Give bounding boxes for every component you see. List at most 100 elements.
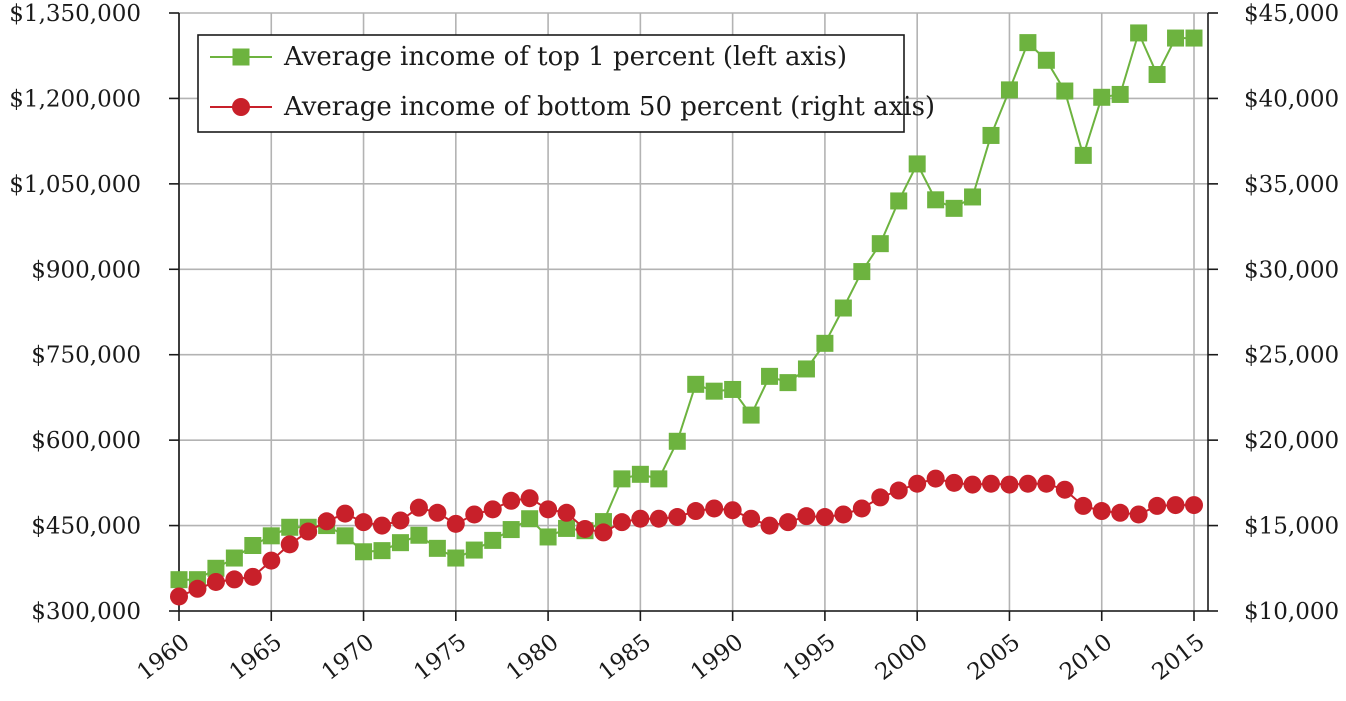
data-point bbox=[761, 367, 779, 385]
data-point bbox=[982, 126, 1000, 144]
data-point bbox=[982, 474, 1000, 493]
data-point bbox=[908, 474, 927, 493]
y-left-tick-label: $450,000 bbox=[31, 514, 141, 540]
data-point bbox=[1148, 496, 1167, 515]
x-tick-label: 2000 bbox=[871, 629, 933, 686]
data-point bbox=[281, 518, 299, 536]
data-point bbox=[576, 519, 594, 538]
legend-item: Average income of top 1 percent (left ax… bbox=[210, 42, 847, 72]
data-point bbox=[558, 519, 576, 537]
data-point bbox=[373, 542, 391, 560]
data-point bbox=[1130, 24, 1148, 42]
data-point bbox=[1055, 480, 1074, 499]
data-point bbox=[465, 541, 483, 559]
data-point bbox=[945, 473, 964, 492]
data-point bbox=[834, 505, 853, 524]
data-point bbox=[705, 499, 724, 518]
data-point bbox=[520, 489, 539, 508]
data-point bbox=[1111, 85, 1129, 103]
legend-marker bbox=[232, 48, 250, 66]
data-point bbox=[280, 535, 299, 554]
data-point bbox=[816, 334, 834, 352]
data-point bbox=[225, 570, 244, 589]
data-point bbox=[612, 513, 631, 532]
legend-item: Average income of bottom 50 percent (rig… bbox=[210, 92, 935, 122]
legend-label: Average income of bottom 50 percent (rig… bbox=[283, 92, 935, 122]
data-point bbox=[354, 513, 373, 532]
data-point bbox=[225, 549, 243, 567]
y-left-tick-label: $1,050,000 bbox=[9, 172, 141, 198]
x-tick-label: 1980 bbox=[502, 629, 564, 686]
data-point bbox=[834, 299, 852, 317]
y-left-tick-label: $900,000 bbox=[31, 257, 141, 283]
data-point bbox=[742, 509, 761, 528]
data-point bbox=[465, 505, 484, 524]
data-point bbox=[1056, 82, 1074, 100]
data-point bbox=[539, 500, 558, 519]
data-point bbox=[723, 501, 742, 520]
data-point bbox=[428, 539, 446, 557]
data-point bbox=[908, 155, 926, 173]
data-point bbox=[1185, 29, 1203, 47]
y-left-tick-label: $600,000 bbox=[31, 428, 141, 454]
data-point bbox=[631, 465, 649, 483]
series bbox=[170, 24, 1203, 606]
data-point bbox=[871, 488, 890, 507]
y-right-tick-label: $20,000 bbox=[1244, 428, 1339, 454]
data-point bbox=[815, 508, 834, 527]
y-right-tick-label: $25,000 bbox=[1244, 343, 1339, 369]
y-right-tick-label: $35,000 bbox=[1244, 172, 1339, 198]
data-point bbox=[649, 509, 668, 528]
data-point bbox=[1018, 474, 1037, 493]
data-point bbox=[409, 498, 428, 517]
x-tick-label: 1965 bbox=[225, 629, 287, 686]
data-point bbox=[317, 512, 336, 531]
x-tick-label: 1985 bbox=[594, 629, 656, 686]
series-2 bbox=[170, 469, 1203, 606]
data-point bbox=[724, 380, 742, 398]
y-left-tick-label: $1,200,000 bbox=[9, 86, 141, 112]
data-point bbox=[484, 531, 502, 549]
data-point bbox=[963, 475, 982, 494]
data-point bbox=[1000, 81, 1018, 99]
x-tick-label: 1995 bbox=[778, 629, 840, 686]
legend-box bbox=[197, 34, 905, 133]
data-point bbox=[853, 263, 871, 281]
x-tick-label: 2005 bbox=[963, 629, 1025, 686]
x-tick-label: 1970 bbox=[317, 629, 379, 686]
data-point bbox=[927, 191, 945, 209]
data-point bbox=[557, 503, 576, 522]
data-point bbox=[244, 537, 262, 555]
data-point bbox=[1148, 66, 1166, 84]
data-point bbox=[1167, 29, 1185, 47]
series-line bbox=[178, 477, 1194, 598]
legend-label: Average income of top 1 percent (left ax… bbox=[283, 42, 847, 72]
data-point bbox=[206, 572, 225, 591]
data-point bbox=[964, 188, 982, 206]
data-point bbox=[890, 192, 908, 210]
data-point bbox=[539, 528, 557, 546]
data-point bbox=[410, 526, 428, 544]
data-point bbox=[502, 491, 521, 510]
y-right-tick-label: $10,000 bbox=[1244, 599, 1339, 625]
data-point bbox=[1092, 502, 1111, 521]
data-point bbox=[262, 551, 281, 570]
data-point bbox=[373, 516, 391, 535]
data-point bbox=[594, 523, 613, 542]
data-point bbox=[188, 579, 207, 598]
legend-marker bbox=[232, 98, 250, 116]
data-point bbox=[483, 500, 502, 519]
data-point bbox=[1129, 505, 1148, 524]
data-point bbox=[742, 406, 760, 424]
data-point bbox=[687, 375, 705, 393]
data-point bbox=[1074, 496, 1093, 515]
data-point bbox=[871, 235, 889, 253]
data-point bbox=[797, 507, 816, 526]
data-point bbox=[705, 382, 723, 400]
data-point bbox=[1037, 474, 1056, 493]
series-1 bbox=[170, 24, 1203, 589]
data-point bbox=[668, 508, 687, 527]
data-point bbox=[207, 559, 225, 577]
data-point bbox=[1019, 34, 1037, 52]
